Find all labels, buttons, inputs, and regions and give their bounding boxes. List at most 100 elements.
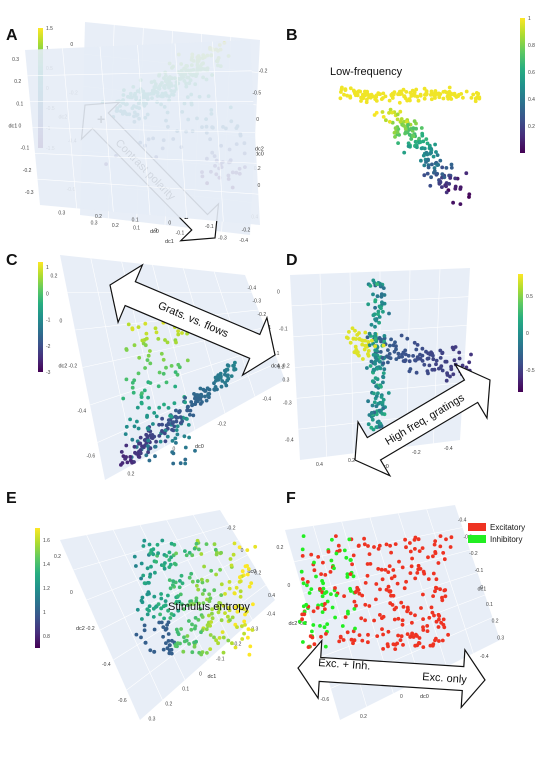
colorbar-tick-label: 0.8: [43, 634, 50, 640]
data-point: [187, 550, 192, 555]
data-point: [223, 592, 227, 596]
data-point: [458, 202, 463, 207]
data-point: [449, 162, 454, 167]
data-point: [161, 647, 166, 652]
data-point: [443, 359, 448, 364]
data-point: [365, 562, 370, 566]
data-point: [438, 587, 442, 592]
axis-tick-label: 0.1: [16, 101, 23, 107]
data-point: [448, 545, 453, 549]
data-point: [413, 358, 418, 363]
data-point: [382, 367, 387, 372]
data-point: [461, 95, 465, 100]
data-point: [467, 360, 472, 365]
axis-tick-label: 0: [400, 694, 403, 700]
data-point: [375, 634, 380, 638]
colorbar-tick-label: 1.4: [43, 562, 50, 568]
data-point: [157, 434, 162, 438]
axis-tick-label: -0.3: [463, 534, 472, 540]
data-point: [426, 157, 430, 162]
data-point: [250, 628, 255, 632]
data-point: [169, 364, 174, 368]
axis-tick-label: 0.1: [273, 351, 280, 357]
data-point: [433, 539, 438, 543]
axis-tick-label: 0.1: [182, 687, 189, 693]
data-point: [188, 408, 193, 413]
data-point: [371, 292, 375, 297]
data-point: [437, 366, 441, 371]
data-point: [233, 605, 238, 610]
data-point: [214, 378, 218, 383]
data-point: [216, 610, 221, 615]
data-point: [297, 619, 302, 624]
data-point: [144, 453, 149, 458]
data-point: [374, 384, 378, 389]
legend-label: Excitatory: [490, 523, 525, 532]
data-point: [138, 451, 143, 456]
data-point: [362, 542, 367, 547]
data-point: [132, 378, 137, 383]
data-point: [253, 544, 258, 549]
data-point: [420, 133, 425, 138]
data-point: [366, 422, 371, 427]
data-point: [170, 638, 174, 643]
data-point: [387, 564, 392, 568]
data-point: [381, 632, 385, 637]
axis-tick-label: 0.1: [132, 217, 139, 223]
data-point: [337, 639, 342, 644]
axis-tick-label: -0.4: [239, 238, 248, 244]
data-point: [419, 146, 424, 151]
data-point: [193, 396, 197, 401]
data-point: [191, 413, 196, 418]
data-point: [436, 163, 441, 167]
axis-tick-label: -0.2: [69, 364, 78, 370]
data-point: [329, 558, 334, 563]
data-point: [238, 594, 243, 599]
data-point: [428, 183, 433, 188]
axis-tick-label: -0.2: [299, 621, 308, 627]
data-point: [410, 88, 415, 93]
data-point: [310, 629, 314, 634]
data-point: [372, 391, 376, 396]
data-point: [205, 651, 209, 655]
data-point: [422, 163, 427, 168]
data-point: [147, 458, 152, 463]
data-point: [393, 340, 397, 345]
panel-letter: F: [286, 490, 296, 507]
data-point: [439, 620, 444, 625]
data-point: [193, 616, 198, 620]
data-point: [334, 551, 339, 556]
data-point: [174, 419, 179, 424]
data-point: [212, 542, 217, 547]
data-point: [157, 405, 162, 410]
data-point: [332, 566, 336, 571]
data-point: [305, 580, 310, 584]
data-point: [476, 91, 481, 96]
axis-tick-label: 0.2: [277, 545, 284, 551]
axis-tick-label: 0: [277, 290, 280, 296]
data-point: [219, 582, 224, 587]
data-point: [226, 614, 230, 619]
data-point: [184, 553, 189, 558]
data-point: [142, 628, 147, 633]
data-point: [403, 359, 407, 364]
data-point: [232, 367, 237, 372]
data-point: [342, 548, 347, 553]
data-point: [245, 548, 250, 552]
data-point: [215, 604, 220, 609]
data-point: [408, 541, 412, 545]
axis-tick-label: -0.3: [253, 299, 262, 305]
data-point: [302, 621, 307, 625]
data-point: [454, 95, 459, 99]
data-point: [373, 344, 377, 349]
data-point: [170, 450, 175, 454]
data-point: [153, 326, 158, 331]
data-point: [387, 119, 392, 124]
data-point: [406, 123, 410, 127]
data-point: [147, 542, 152, 547]
data-point: [432, 93, 437, 98]
data-point: [365, 366, 369, 370]
data-point: [334, 534, 338, 538]
data-point: [164, 380, 169, 385]
data-point: [147, 604, 152, 609]
